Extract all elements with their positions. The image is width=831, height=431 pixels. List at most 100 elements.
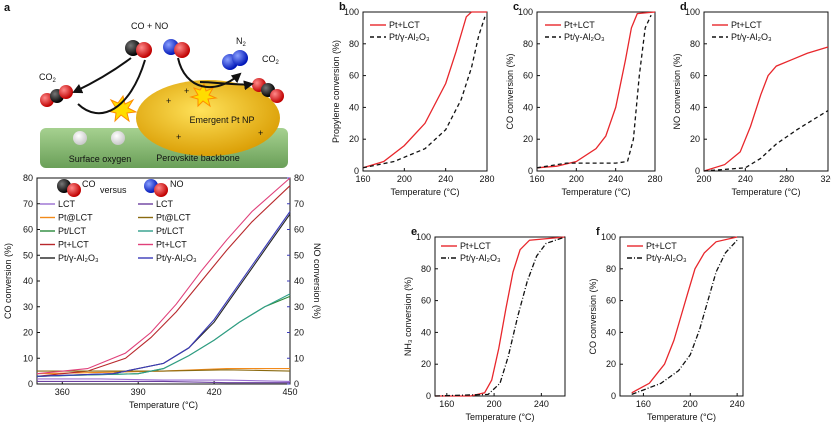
y-tick-label: 20 — [349, 134, 359, 144]
chart-c: c 160 200 240 280 0 20 40 60 80 100 Temperature (°C… — [505, 1, 663, 197]
y-tick-label: 80 — [606, 264, 616, 274]
y-tick-label: 40 — [349, 102, 359, 112]
legend-entry: Pt/LCT — [156, 226, 185, 236]
y-tick-label: 80 — [523, 39, 533, 49]
y2-tick-label: 20 — [294, 328, 304, 338]
series-line — [37, 369, 291, 372]
series-line — [36, 213, 291, 377]
x-axis-label: Temperature (°C) — [561, 187, 630, 197]
legend-title-co: CO — [82, 179, 96, 189]
y-tick-label: 60 — [690, 71, 700, 81]
y-axis-label: CO conversion (%) — [588, 278, 598, 354]
series-line — [36, 185, 291, 377]
x-tick-label: 240 — [730, 399, 745, 409]
x-tick-label: 240 — [438, 174, 453, 184]
x-tick-label: 320 — [820, 174, 831, 184]
x-tick-label: 450 — [282, 387, 297, 397]
y-axis-label: CO conversion (%) — [3, 243, 13, 319]
y2-tick-label: 80 — [294, 173, 304, 183]
y-axis-label: Propylene conversion (%) — [331, 40, 341, 143]
y-tick-label: 40 — [421, 327, 431, 337]
legend-entry: Pt+LCT — [460, 241, 491, 251]
y-tick-label: 30 — [23, 302, 33, 312]
legend-entry: Pt/γ-Al₂O₃ — [646, 253, 687, 263]
series-line — [36, 295, 291, 377]
oxygen-atom — [174, 42, 190, 58]
surface-oxygen-atom — [111, 131, 125, 145]
legend-title-versus: versus — [100, 185, 127, 195]
x-tick-label: 240 — [738, 174, 753, 184]
x-axis-label: Temperature (°C) — [465, 412, 534, 422]
panel-label-e: e — [411, 226, 417, 238]
oxygen-atom — [136, 42, 152, 58]
legend-entry: Pt/LCT — [58, 226, 87, 236]
y-tick-label: 80 — [23, 173, 33, 183]
surface-oxygen-atom — [73, 131, 87, 145]
series-line — [362, 16, 486, 169]
oxygen-atom — [59, 85, 73, 99]
series-line — [37, 378, 291, 382]
legend-entry: Pt+LCT — [731, 20, 762, 30]
charge-plus: + — [166, 96, 171, 106]
series-line — [703, 46, 829, 172]
y-tick-label: 80 — [421, 264, 431, 274]
y-axis-label: NH₃ conversion (%) — [403, 277, 413, 356]
backbone-label: Perovskite backbone — [156, 153, 240, 163]
plot-frame — [619, 236, 744, 397]
series-line — [37, 380, 290, 384]
x-tick-label: 240 — [534, 399, 549, 409]
y-tick-label: 0 — [354, 166, 359, 176]
panel-label-b: b — [339, 1, 346, 13]
emergent-pt-nanoparticle — [136, 80, 280, 156]
y-tick-label: 80 — [349, 39, 359, 49]
plot-frame — [362, 11, 488, 172]
chart-f: f 160 200 240 0 20 40 60 80 100 Temperature (°C) CO… — [588, 226, 745, 422]
y-tick-label: 20 — [690, 134, 700, 144]
series-line — [36, 177, 291, 375]
y-tick-label: 20 — [523, 134, 533, 144]
oxygen-atom — [270, 89, 284, 103]
legend-entry: Pt@LCT — [58, 213, 93, 223]
y-tick-label: 100 — [344, 7, 359, 17]
legend-entry: Pt/γ-Al₂O₃ — [564, 32, 605, 42]
series-line — [536, 11, 656, 169]
plot-frame — [434, 236, 566, 397]
x-tick-label: 280 — [479, 174, 494, 184]
charge-plus: + — [258, 128, 263, 138]
reaction-arrow — [77, 59, 146, 115]
x-tick-label: 360 — [55, 387, 70, 397]
legend-entry: Pt+LCT — [646, 241, 677, 251]
y-tick-label: 20 — [606, 359, 616, 369]
series-line — [362, 11, 487, 169]
y-tick-label: 80 — [690, 39, 700, 49]
spark-icon — [189, 82, 218, 108]
y-tick-label: 0 — [528, 166, 533, 176]
surface-oxygen-label: Surface oxygen — [69, 154, 132, 164]
charge-plus: + — [176, 132, 181, 142]
x-tick-label: 200 — [487, 399, 502, 409]
legend-entry: Pt/γ-Al₂O₃ — [58, 253, 99, 263]
panel-label-f: f — [596, 226, 600, 238]
y-tick-label: 40 — [523, 102, 533, 112]
chart-b: b 160 200 240 280 0 20 40 60 80 100 Temperature (°C… — [331, 1, 495, 197]
y-tick-label: 0 — [695, 166, 700, 176]
y-tick-label: 60 — [421, 296, 431, 306]
legend-entry: Pt+LCT — [156, 240, 187, 250]
x-axis-label: Temperature (°C) — [647, 412, 716, 422]
y2-tick-label: 50 — [294, 250, 304, 260]
x-tick-label: 160 — [439, 399, 454, 409]
spark-icon — [106, 94, 138, 123]
x-tick-label: 160 — [529, 174, 544, 184]
y2-tick-label: 70 — [294, 199, 304, 209]
x-tick-label: 200 — [569, 174, 584, 184]
series-line — [631, 236, 738, 394]
x-tick-label: 200 — [683, 399, 698, 409]
y-tick-label: 50 — [23, 250, 33, 260]
co2-right-label: CO2 — [262, 54, 280, 66]
series-line — [36, 293, 291, 377]
x-tick-label: 280 — [779, 174, 794, 184]
chart-d: d 200 240 280 320 0 20 40 60 80 100 Temperature (°C… — [672, 1, 831, 197]
x-axis-label: Temperature (°C) — [731, 187, 800, 197]
y2-tick-label: 30 — [294, 302, 304, 312]
